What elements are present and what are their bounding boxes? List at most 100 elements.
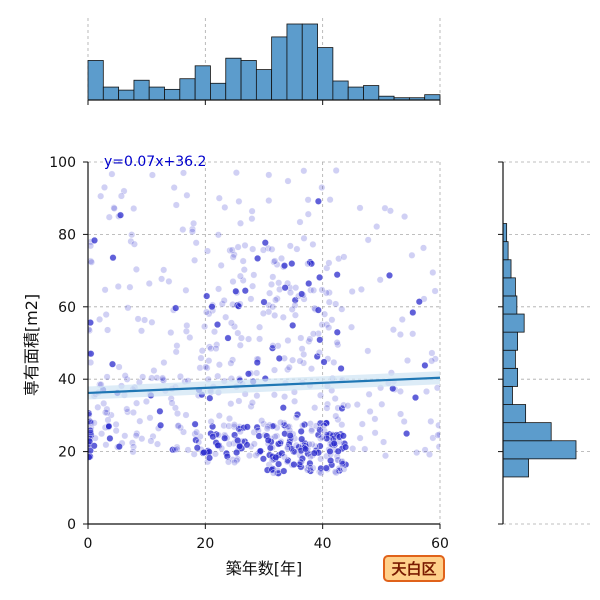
scatter-point xyxy=(305,337,313,345)
scatter-point xyxy=(105,422,113,430)
scatter-point xyxy=(229,278,237,286)
scatter-point xyxy=(297,334,305,342)
scatter-point xyxy=(148,318,156,326)
scatter-point xyxy=(298,345,306,353)
scatter-point xyxy=(409,330,417,338)
scatter-point xyxy=(126,283,134,291)
scatter-point xyxy=(281,284,289,292)
scatter-point xyxy=(264,436,272,444)
scatter-point xyxy=(338,404,346,412)
scatter-point xyxy=(373,223,381,231)
scatter-point xyxy=(323,434,331,442)
scatter-point xyxy=(236,428,244,436)
y-axis-ticks: 0 20 40 60 80 100 xyxy=(49,155,88,533)
scatter-point xyxy=(88,242,95,250)
scatter-point xyxy=(117,192,125,200)
scatter-point xyxy=(226,246,234,254)
marginal-y-bar xyxy=(502,422,552,442)
scatter-point xyxy=(221,203,229,211)
marginal-x-bar xyxy=(210,82,227,101)
scatter-point xyxy=(215,194,223,202)
scatter-point xyxy=(284,177,292,185)
scatter-point xyxy=(191,420,199,428)
scatter-point xyxy=(290,461,298,469)
scatter-point xyxy=(386,207,394,215)
scatter-point xyxy=(316,336,324,344)
scatter-point xyxy=(325,289,333,297)
scatter-point xyxy=(338,458,346,466)
scatter-point xyxy=(423,388,431,396)
marginal-x-histogram xyxy=(87,18,441,105)
scatter-point xyxy=(108,360,116,368)
scatter-point xyxy=(331,395,339,403)
scatter-point xyxy=(105,213,113,221)
scatter-point xyxy=(229,356,237,364)
scatter-point xyxy=(188,228,196,236)
scatter-point xyxy=(297,427,305,435)
scatter-point xyxy=(159,376,167,384)
scatter-point xyxy=(305,440,313,448)
scatter-point xyxy=(198,347,206,355)
scatter-point xyxy=(320,358,328,366)
x-tick-label: 0 xyxy=(84,536,93,552)
scatter-point xyxy=(160,359,168,367)
scatter-point xyxy=(247,295,255,303)
scatter-point xyxy=(229,253,237,261)
scatter-point xyxy=(225,415,233,423)
scatter-point xyxy=(280,467,288,475)
scatter-point xyxy=(320,427,328,435)
scatter-point xyxy=(236,219,244,227)
scatter-point xyxy=(275,354,283,362)
scatter-point xyxy=(302,445,310,453)
y-tick-label: 80 xyxy=(58,227,76,243)
scatter-point xyxy=(275,460,283,468)
scatter-point xyxy=(240,266,248,274)
scatter-point xyxy=(243,423,251,431)
scatter-point xyxy=(318,183,326,191)
scatter-point xyxy=(326,447,334,455)
scatter-point xyxy=(158,275,166,283)
scatter-point xyxy=(128,439,136,447)
ward-badge-box xyxy=(383,555,445,582)
marginal-x-bar xyxy=(301,23,318,101)
scatter-point xyxy=(129,448,137,456)
scatter-point xyxy=(183,322,191,330)
scatter-point xyxy=(88,319,94,327)
scatter-point xyxy=(173,410,181,418)
scatter-point xyxy=(88,411,93,419)
scatter-point xyxy=(299,422,307,430)
marginal-x-bar xyxy=(148,86,165,101)
scatter-point xyxy=(272,296,280,304)
scatter-point xyxy=(234,437,242,445)
scatter-point xyxy=(249,282,257,290)
scatter-point xyxy=(433,384,440,392)
marginal-x-bar xyxy=(286,23,303,101)
scatter-point xyxy=(241,241,249,249)
scatter-point xyxy=(182,327,190,335)
scatter-point xyxy=(124,304,132,312)
scatter-point xyxy=(269,303,277,311)
scatter-point xyxy=(288,305,296,313)
scatter-point xyxy=(116,211,124,219)
scatter-point xyxy=(239,276,247,284)
scatter-point xyxy=(248,399,256,407)
scatter-point xyxy=(325,298,333,306)
marginal-x-bar xyxy=(133,79,150,101)
scatter-point xyxy=(260,298,268,306)
scatter-point xyxy=(357,285,365,293)
scatter-points xyxy=(88,166,440,477)
scatter-point xyxy=(312,422,320,430)
scatter-point xyxy=(97,192,105,200)
scatter-point xyxy=(200,448,208,456)
scatter-point xyxy=(207,418,215,426)
marginal-y-ticks xyxy=(498,161,503,525)
scatter-point xyxy=(364,236,372,244)
scatter-point xyxy=(404,357,412,365)
marginal-x-ticks xyxy=(87,100,441,105)
scatter-point xyxy=(88,429,95,436)
scatter-point xyxy=(235,397,243,405)
scatter-point xyxy=(298,435,306,443)
scatter-point xyxy=(138,435,146,443)
scatter-point xyxy=(322,464,330,472)
ward-badge: 天白区 xyxy=(383,555,445,582)
